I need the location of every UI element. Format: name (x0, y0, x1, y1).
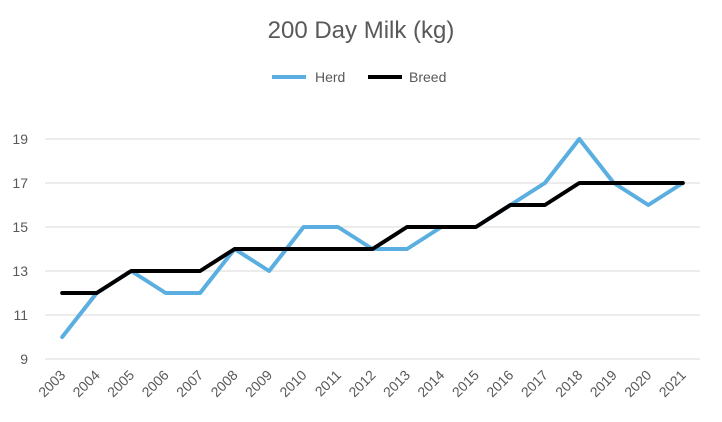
y-tick-label: 11 (13, 307, 28, 323)
x-tick-label: 2015 (449, 367, 482, 400)
x-tick-label: 2020 (621, 367, 654, 400)
legend-item-herd: Herd (272, 69, 345, 85)
x-tick-label: 2006 (138, 367, 171, 400)
chart-title: 200 Day Milk (kg) (268, 17, 455, 44)
series-line-breed (60, 181, 685, 295)
series-lines (60, 137, 685, 339)
x-axis-ticks: 2003 2004 2005 2006 2007 2008 2009 2010 2011 2012… (35, 367, 689, 400)
x-tick-label: 2003 (35, 367, 68, 400)
y-tick-label: 17 (12, 175, 28, 191)
x-tick-label: 2017 (518, 367, 551, 400)
y-tick-label: 15 (12, 219, 28, 235)
x-tick-label: 2010 (276, 367, 309, 400)
legend-label-breed: Breed (409, 69, 446, 85)
x-tick-label: 2016 (483, 367, 516, 400)
x-tick-label: 2013 (380, 367, 413, 400)
x-tick-label: 2009 (242, 367, 275, 400)
x-tick-label: 2021 (656, 367, 689, 400)
x-tick-label: 2007 (173, 367, 206, 400)
y-axis-ticks: 9 11 13 15 17 19 (12, 131, 28, 367)
legend-item-breed: Breed (368, 69, 446, 85)
x-tick-label: 2014 (414, 367, 447, 400)
y-tick-label: 9 (20, 351, 28, 367)
legend: Herd Breed (272, 69, 446, 85)
x-tick-label: 2011 (312, 367, 345, 400)
x-tick-label: 2019 (587, 367, 620, 400)
x-tick-label: 2018 (552, 367, 585, 400)
x-tick-label: 2012 (345, 367, 378, 400)
series-line-herd (60, 137, 685, 339)
legend-label-herd: Herd (315, 69, 345, 85)
y-tick-label: 13 (12, 263, 28, 279)
x-tick-label: 2008 (207, 367, 240, 400)
x-tick-label: 2005 (104, 367, 137, 400)
y-tick-label: 19 (12, 131, 28, 147)
x-tick-label: 2004 (69, 367, 102, 400)
